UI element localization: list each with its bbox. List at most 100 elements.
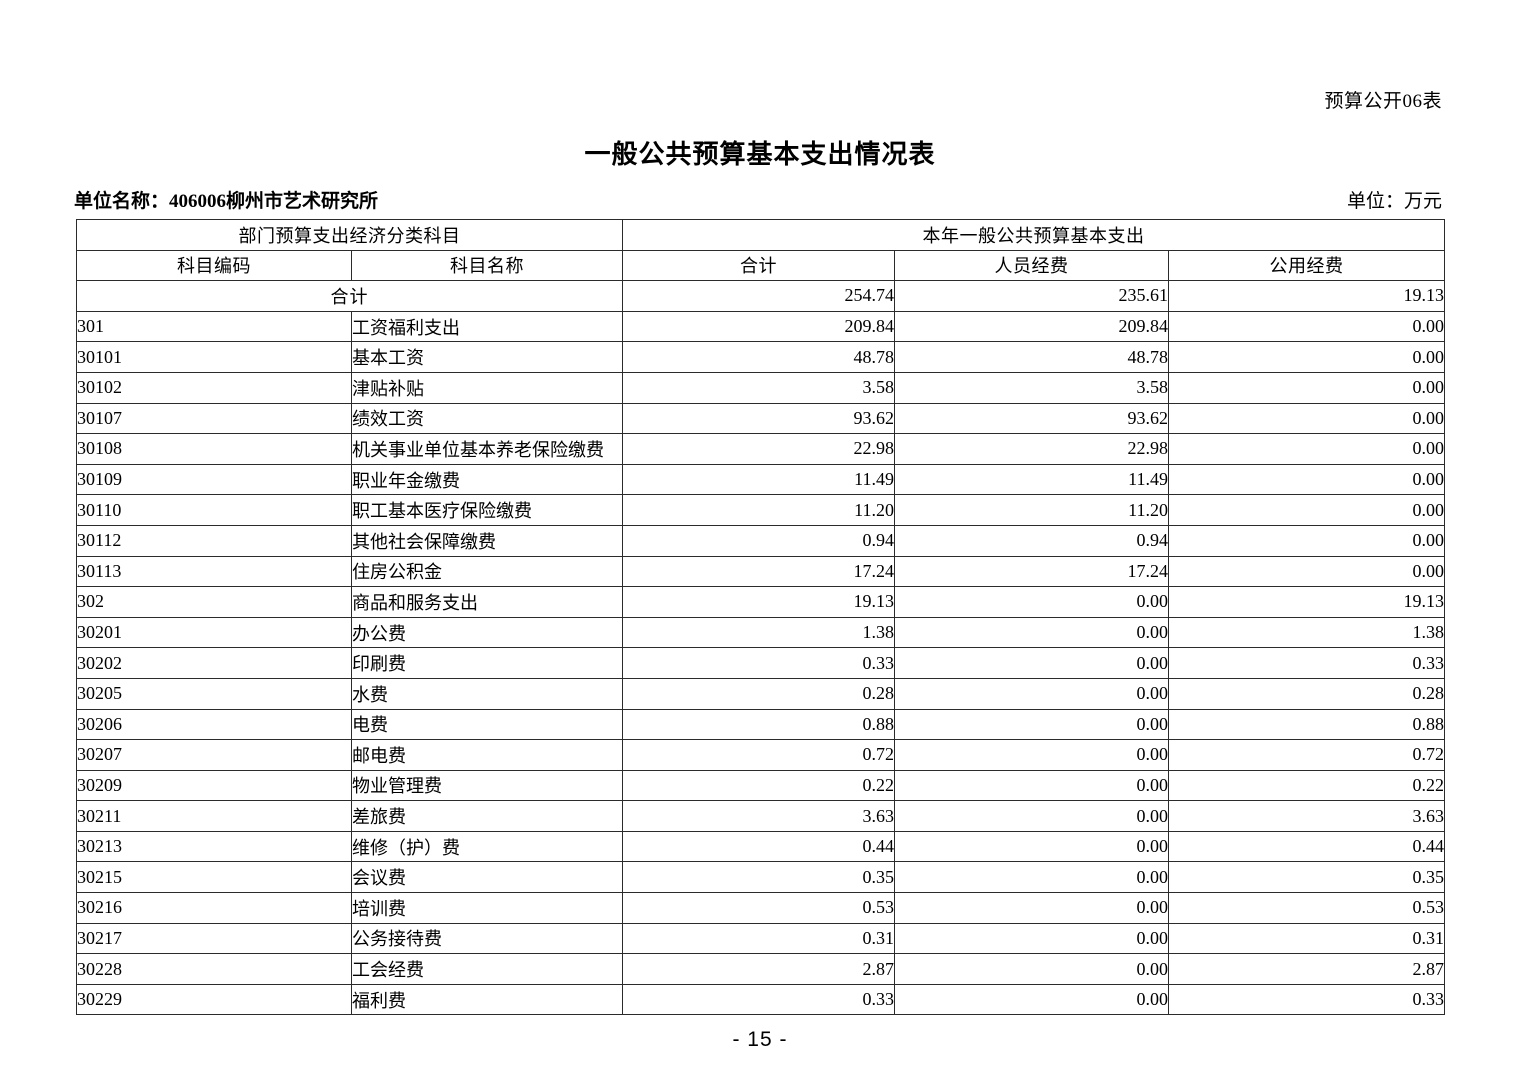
cell-subject-name: 会议费 [351, 861, 623, 894]
cell-total: 17.24 [622, 555, 895, 588]
cell-subject-code: 30107 [76, 402, 352, 435]
cell-subject-code: 30102 [76, 371, 352, 404]
cell-subject-name: 水费 [351, 677, 623, 710]
unit-name-label: 单位名称： [74, 191, 170, 212]
cell-public-funds: 0.33 [1167, 983, 1446, 1016]
cell-subject-code: 30228 [76, 953, 352, 985]
cell-subject-code: 301 [76, 310, 352, 343]
cell-public-funds: 0.31 [1167, 922, 1446, 955]
table-row: 30110 职工基本医疗保险缴费 11.20 11.20 0.00 [76, 494, 1446, 526]
cell-total: 0.88 [622, 708, 895, 741]
meta-row: 单位名称：406006柳州市艺术研究所 单位：万元 [74, 186, 1442, 212]
cell-subject-code: 30112 [76, 524, 352, 557]
cell-total: 0.33 [622, 647, 895, 679]
cell-public-funds: 0.00 [1167, 524, 1446, 557]
cell-subject-name: 基本工资 [351, 341, 623, 373]
table-row: 30206 电费 0.88 0.00 0.88 [76, 708, 1446, 741]
cell-total: 209.84 [622, 310, 895, 343]
cell-public-funds: 2.87 [1167, 953, 1446, 985]
table-row: 302 商品和服务支出 19.13 0.00 19.13 [76, 586, 1446, 618]
cell-subject-name: 办公费 [351, 616, 623, 649]
cell-subject-name: 印刷费 [351, 647, 623, 679]
table-row: 30205 水费 0.28 0.00 0.28 [76, 677, 1446, 710]
header-col-name: 科目名称 [351, 249, 623, 282]
table-row: 30216 培训费 0.53 0.00 0.53 [76, 892, 1446, 924]
cell-subject-code: 30217 [76, 922, 352, 955]
cell-public-funds: 0.53 [1167, 892, 1446, 924]
page-title: 一般公共预算基本支出情况表 [584, 140, 936, 169]
cell-subject-code: 30101 [76, 341, 352, 373]
cell-staff-funds: 0.00 [894, 800, 1169, 832]
table-row: 30112 其他社会保障缴费 0.94 0.94 0.00 [76, 524, 1446, 557]
cell-subject-code: 30110 [76, 494, 352, 526]
cell-total: 0.44 [622, 830, 895, 863]
cell-subject-name: 住房公积金 [351, 555, 623, 588]
cell-subject-name: 公务接待费 [351, 922, 623, 955]
table-header-sub-row: 科目编码 科目名称 合计 人员经费 公用经费 [76, 249, 1446, 282]
cell-subject-code: 30201 [76, 616, 352, 649]
cell-staff-funds: 0.00 [894, 708, 1169, 741]
cell-staff-funds: 48.78 [894, 341, 1169, 373]
table-row: 30101 基本工资 48.78 48.78 0.00 [76, 341, 1446, 373]
table-row: 30201 办公费 1.38 0.00 1.38 [76, 616, 1446, 649]
cell-subject-code: 30216 [76, 892, 352, 924]
budget-table: 部门预算支出经济分类科目 本年一般公共预算基本支出 科目编码 科目名称 合计 人… [76, 219, 1446, 1016]
cell-public-funds: 19.13 [1167, 586, 1446, 618]
table-row: 30207 邮电费 0.72 0.00 0.72 [76, 739, 1446, 771]
cell-public-funds: 0.72 [1167, 739, 1446, 771]
cell-staff-funds: 11.20 [894, 494, 1169, 526]
cell-subject-code: 30202 [76, 647, 352, 679]
cell-staff-funds: 0.00 [894, 922, 1169, 955]
cell-public-funds: 0.00 [1167, 402, 1446, 435]
cell-subject-code: 30113 [76, 555, 352, 588]
page-number: - 15 - [732, 1028, 788, 1051]
cell-subject-code: 30229 [76, 983, 352, 1016]
cell-public-funds: 0.88 [1167, 708, 1446, 741]
cell-subject-name: 福利费 [351, 983, 623, 1016]
table-row: 30213 维修（护）费 0.44 0.00 0.44 [76, 830, 1446, 863]
cell-staff-funds: 22.98 [894, 433, 1169, 465]
table-row: 30202 印刷费 0.33 0.00 0.33 [76, 647, 1446, 679]
cell-total: 0.22 [622, 769, 895, 802]
unit-name: 单位名称：406006柳州市艺术研究所 [74, 186, 378, 213]
cell-subject-name: 物业管理费 [351, 769, 623, 802]
table-row: 30217 公务接待费 0.31 0.00 0.31 [76, 922, 1446, 955]
header-col-code: 科目编码 [76, 249, 352, 282]
total-row-sum: 254.74 [622, 280, 895, 312]
table-row: 301 工资福利支出 209.84 209.84 0.00 [76, 310, 1446, 343]
cell-subject-name: 其他社会保障缴费 [351, 524, 623, 557]
cell-subject-name: 邮电费 [351, 739, 623, 771]
cell-subject-name: 职业年金缴费 [351, 463, 623, 496]
total-row-staff: 235.61 [894, 280, 1169, 312]
cell-total: 0.28 [622, 677, 895, 710]
cell-staff-funds: 0.00 [894, 830, 1169, 863]
cell-total: 0.33 [622, 983, 895, 1016]
cell-subject-code: 30213 [76, 830, 352, 863]
cell-total: 3.58 [622, 371, 895, 404]
cell-total: 19.13 [622, 586, 895, 618]
cell-public-funds: 0.35 [1167, 861, 1446, 894]
table-body: 合计 254.74 235.61 19.13 301 工资福利支出 209.84 20… [76, 280, 1446, 1016]
cell-public-funds: 3.63 [1167, 800, 1446, 832]
cell-public-funds: 0.00 [1167, 433, 1446, 465]
cell-total: 93.62 [622, 402, 895, 435]
cell-staff-funds: 0.00 [894, 953, 1169, 985]
table-header-group-row: 部门预算支出经济分类科目 本年一般公共预算基本支出 [76, 219, 1446, 251]
cell-public-funds: 0.28 [1167, 677, 1446, 710]
table-row: 30211 差旅费 3.63 0.00 3.63 [76, 800, 1446, 832]
cell-subject-name: 差旅费 [351, 800, 623, 832]
cell-staff-funds: 0.00 [894, 892, 1169, 924]
cell-subject-name: 培训费 [351, 892, 623, 924]
cell-public-funds: 0.00 [1167, 341, 1446, 373]
cell-public-funds: 0.44 [1167, 830, 1446, 863]
cell-staff-funds: 17.24 [894, 555, 1169, 588]
cell-staff-funds: 0.00 [894, 983, 1169, 1016]
header-group-left: 部门预算支出经济分类科目 [76, 219, 623, 251]
amount-unit-label: 单位：万元 [1346, 191, 1442, 212]
cell-subject-code: 30205 [76, 677, 352, 710]
header-group-right: 本年一般公共预算基本支出 [621, 219, 1446, 251]
table-row-total: 合计 254.74 235.61 19.13 [76, 280, 1446, 312]
cell-total: 2.87 [622, 953, 895, 985]
cell-subject-code: 30109 [76, 463, 352, 496]
budget-table-container: 部门预算支出经济分类科目 本年一般公共预算基本支出 科目编码 科目名称 合计 人… [76, 219, 1446, 1016]
